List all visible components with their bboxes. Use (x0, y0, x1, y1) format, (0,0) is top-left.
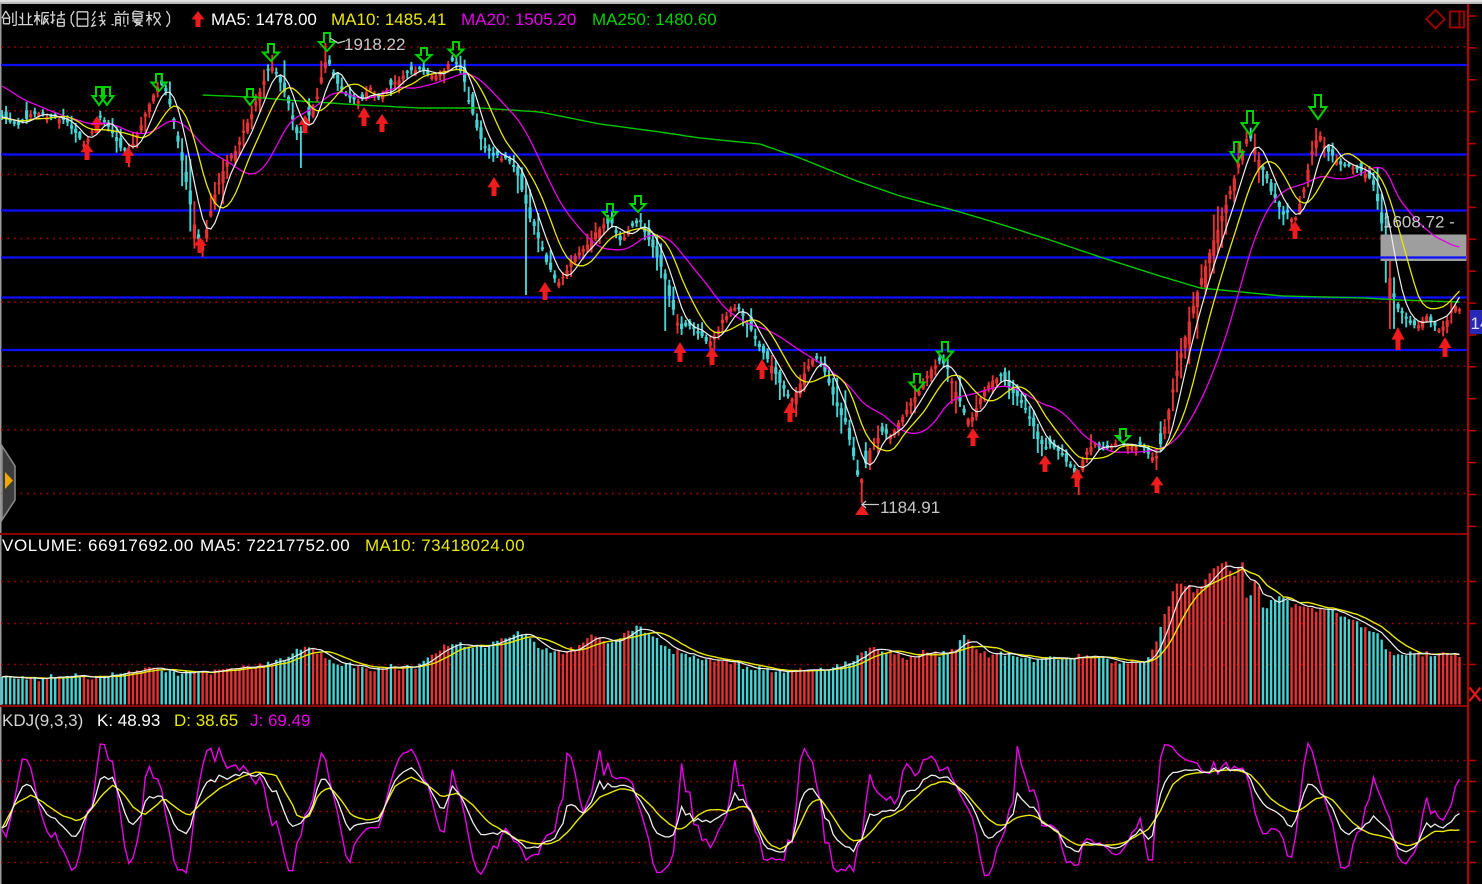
svg-text:MA20: 1505.20: MA20: 1505.20 (461, 10, 576, 29)
svg-text:MA10: 1485.41: MA10: 1485.41 (331, 10, 446, 29)
svg-text:MA250: 1480.60: MA250: 1480.60 (592, 10, 717, 29)
svg-text:1608.72 -: 1608.72 - (1383, 213, 1455, 232)
svg-text:K: 48.93: K: 48.93 (97, 711, 160, 730)
svg-text:14: 14 (1471, 314, 1482, 333)
svg-text:D: 38.65: D: 38.65 (174, 711, 238, 730)
svg-text:MA10: 73418024.00: MA10: 73418024.00 (365, 536, 525, 555)
svg-text:MA5: 72217752.00: MA5: 72217752.00 (200, 536, 350, 555)
svg-text:VOLUME: 66917692.00: VOLUME: 66917692.00 (2, 536, 194, 555)
svg-text:KDJ(9,3,3): KDJ(9,3,3) (2, 711, 83, 730)
svg-text:1184.91: 1184.91 (880, 498, 940, 517)
svg-text:1918.22: 1918.22 (344, 35, 405, 54)
svg-text:J: 69.49: J: 69.49 (250, 711, 311, 730)
svg-text:MA5: 1478.00: MA5: 1478.00 (211, 10, 317, 29)
